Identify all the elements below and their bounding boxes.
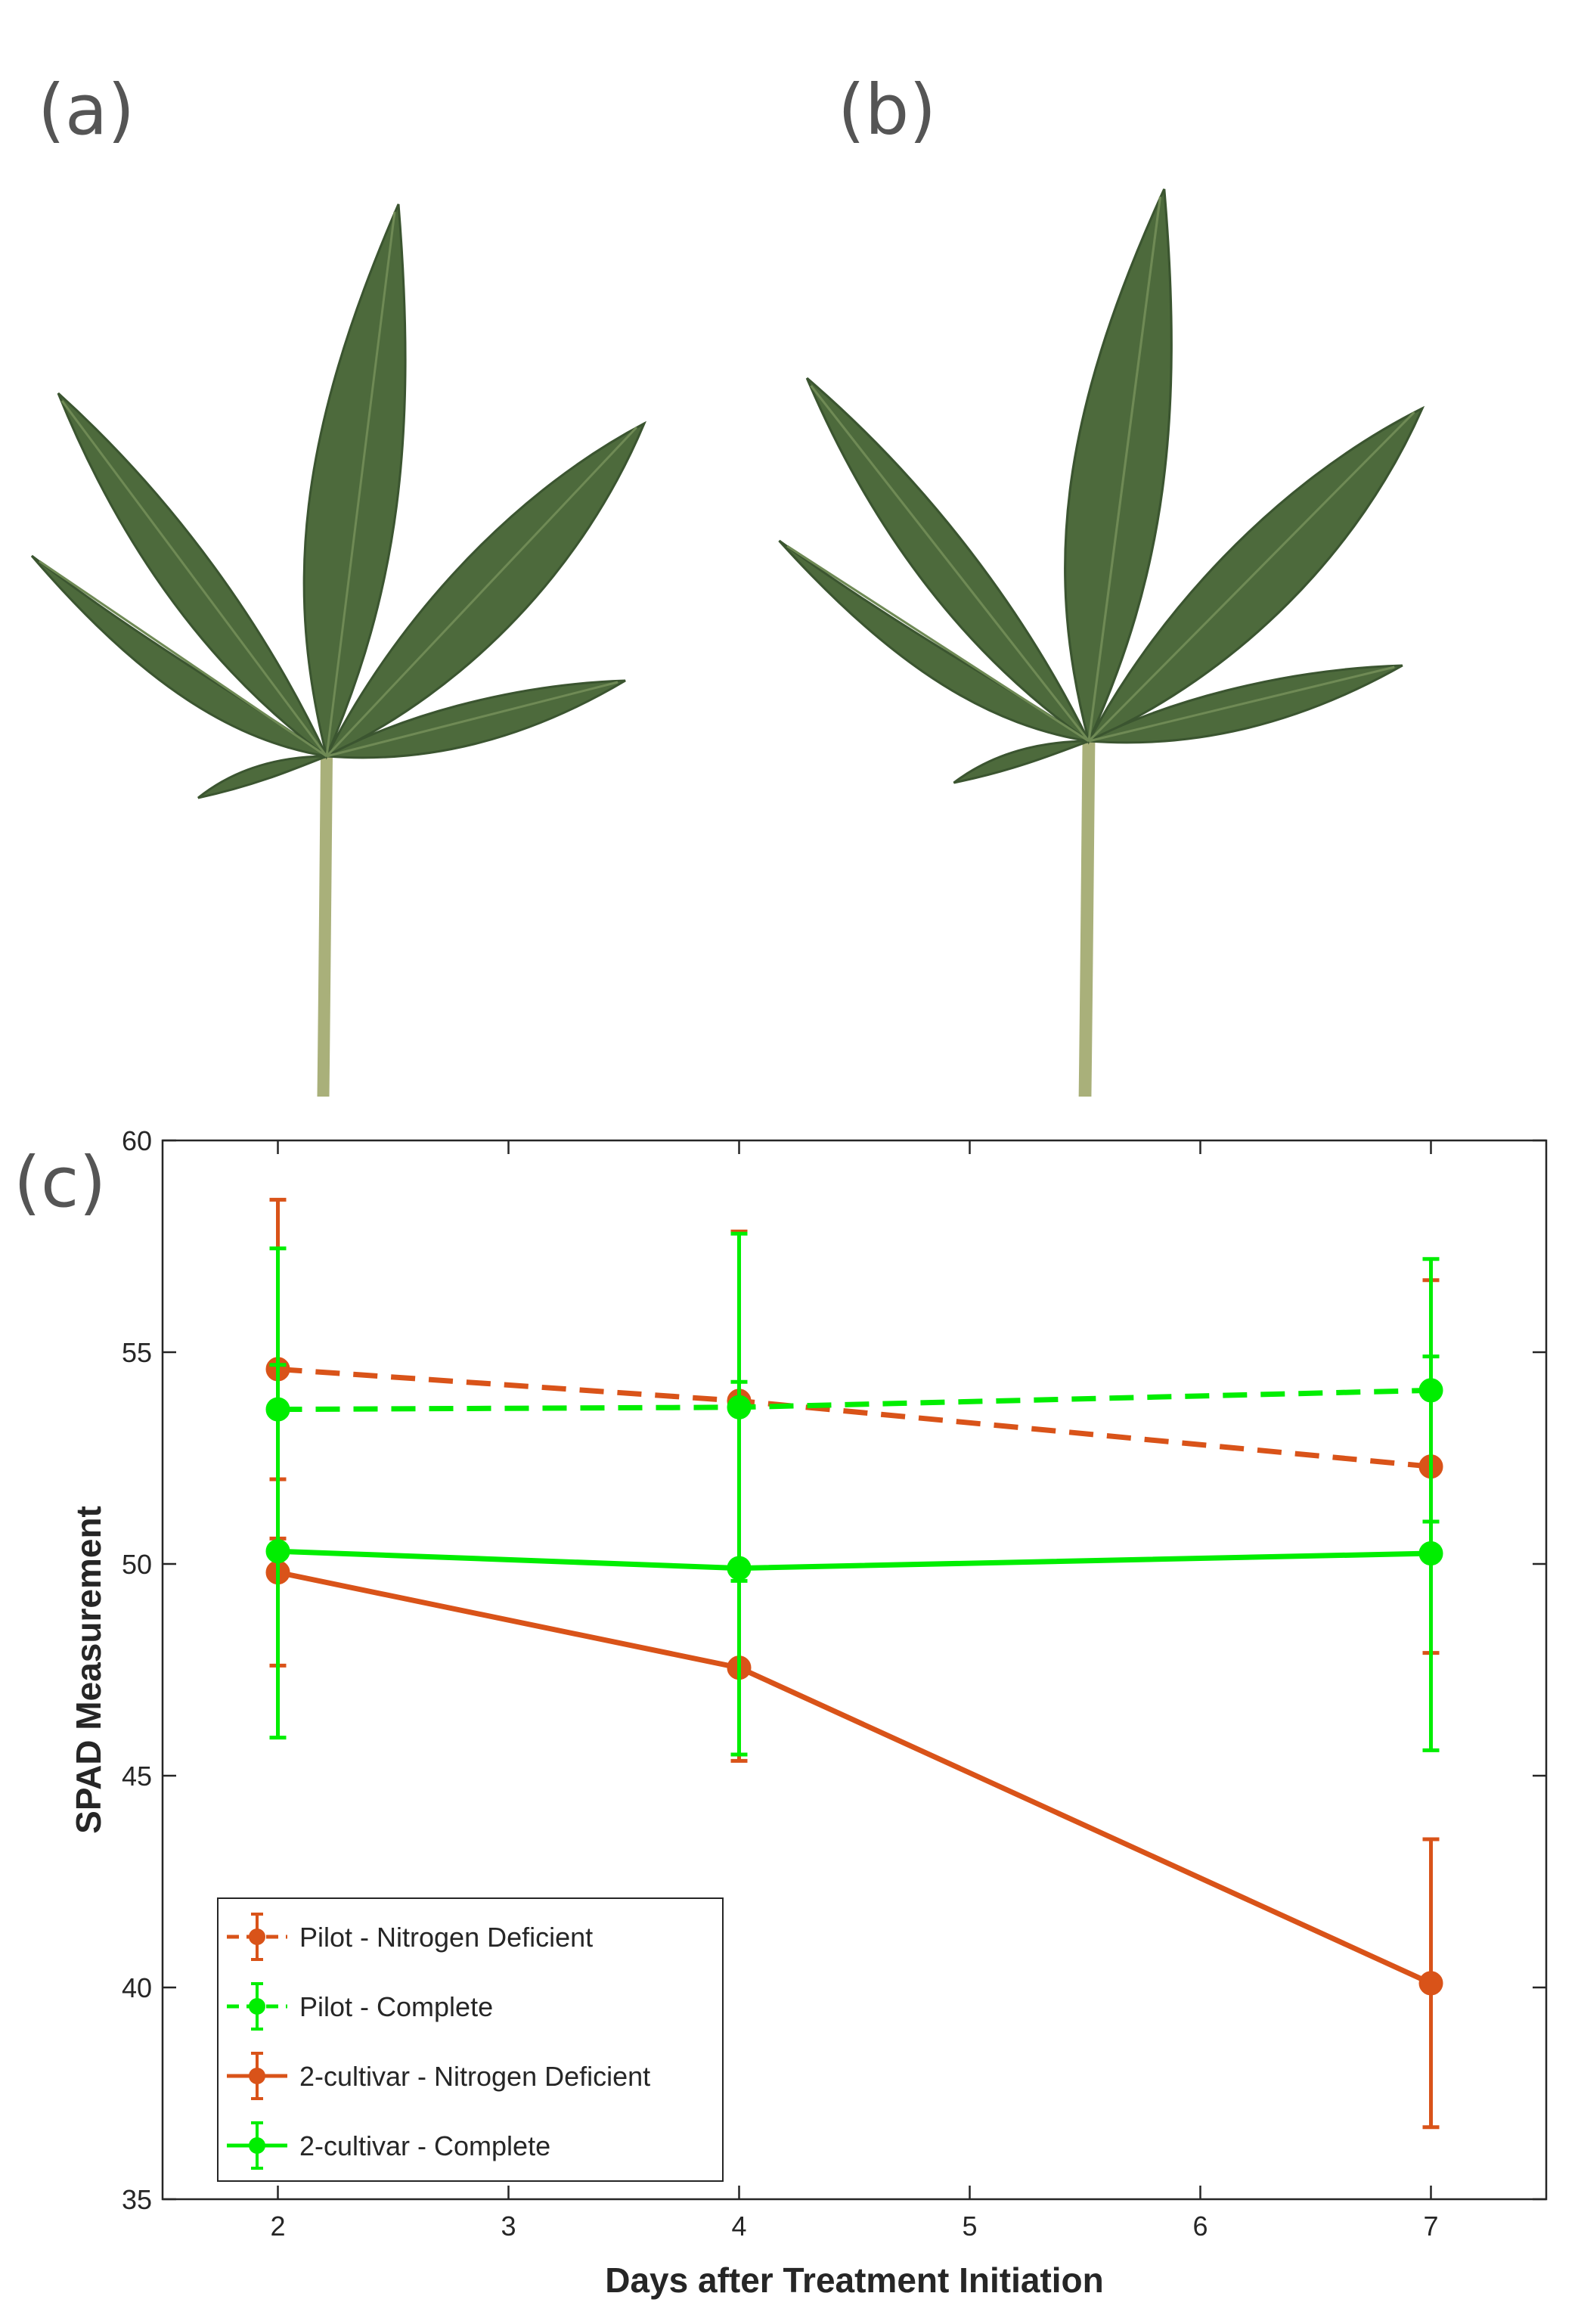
leaf-a-image <box>32 204 644 1097</box>
y-tick-label-35: 35 <box>122 2184 152 2215</box>
legend-item-1: Pilot - Complete <box>227 1982 493 2031</box>
x-tick-label-7: 7 <box>1423 2211 1438 2242</box>
y-tick-label-55: 55 <box>122 1337 152 1368</box>
panel-label-c: (c) <box>14 1142 107 1223</box>
legend-swatch-marker-0 <box>249 1928 265 1945</box>
y-tick-label-60: 60 <box>122 1125 152 1156</box>
data-point-3-0 <box>265 1539 290 1564</box>
y-tick-label-50: 50 <box>122 1549 152 1580</box>
legend: Pilot - Nitrogen Deficient Pilot - Comple… <box>217 1897 724 2182</box>
leaf-images <box>0 0 1578 1097</box>
y-tick-label-40: 40 <box>122 1972 152 2003</box>
legend-swatch-marker-1 <box>249 1998 265 2015</box>
legend-label-2: 2-cultivar - Nitrogen Deficient <box>299 2061 650 2092</box>
legend-label-0: Pilot - Nitrogen Deficient <box>299 1922 593 1953</box>
panel-label-b: (b) <box>838 70 937 150</box>
panel-label-a: (a) <box>38 70 135 150</box>
legend-box <box>217 1897 724 2182</box>
x-tick-label-5: 5 <box>962 2211 977 2242</box>
data-point-2-2 <box>1418 1971 1443 1996</box>
series-3 <box>265 1354 1443 1757</box>
legend-item-2: 2-cultivar - Nitrogen Deficient <box>227 2052 650 2100</box>
x-tick-label-2: 2 <box>270 2211 285 2242</box>
leaf-b-image <box>780 189 1423 1097</box>
legend-swatch-marker-2 <box>249 2068 265 2084</box>
x-tick-label-6: 6 <box>1192 2211 1208 2242</box>
x-tick-label-4: 4 <box>731 2211 746 2242</box>
legend-label-1: Pilot - Complete <box>299 1991 493 2022</box>
series-group <box>265 1197 1443 2130</box>
legend-label-3: 2-cultivar - Complete <box>299 2130 550 2161</box>
data-point-3-1 <box>727 1556 752 1581</box>
x-axis-label: Days after Treatment Initiation <box>605 2260 1104 2300</box>
y-axis-label: SPAD Measurement <box>69 1506 108 1834</box>
legend-swatch-marker-3 <box>249 2137 265 2154</box>
legend-item-3: 2-cultivar - Complete <box>227 2121 550 2170</box>
x-tick-label-3: 3 <box>501 2211 516 2242</box>
data-point-3-2 <box>1418 1541 1443 1565</box>
y-tick-label-45: 45 <box>122 1761 152 1792</box>
legend-item-0: Pilot - Nitrogen Deficient <box>227 1913 593 1961</box>
